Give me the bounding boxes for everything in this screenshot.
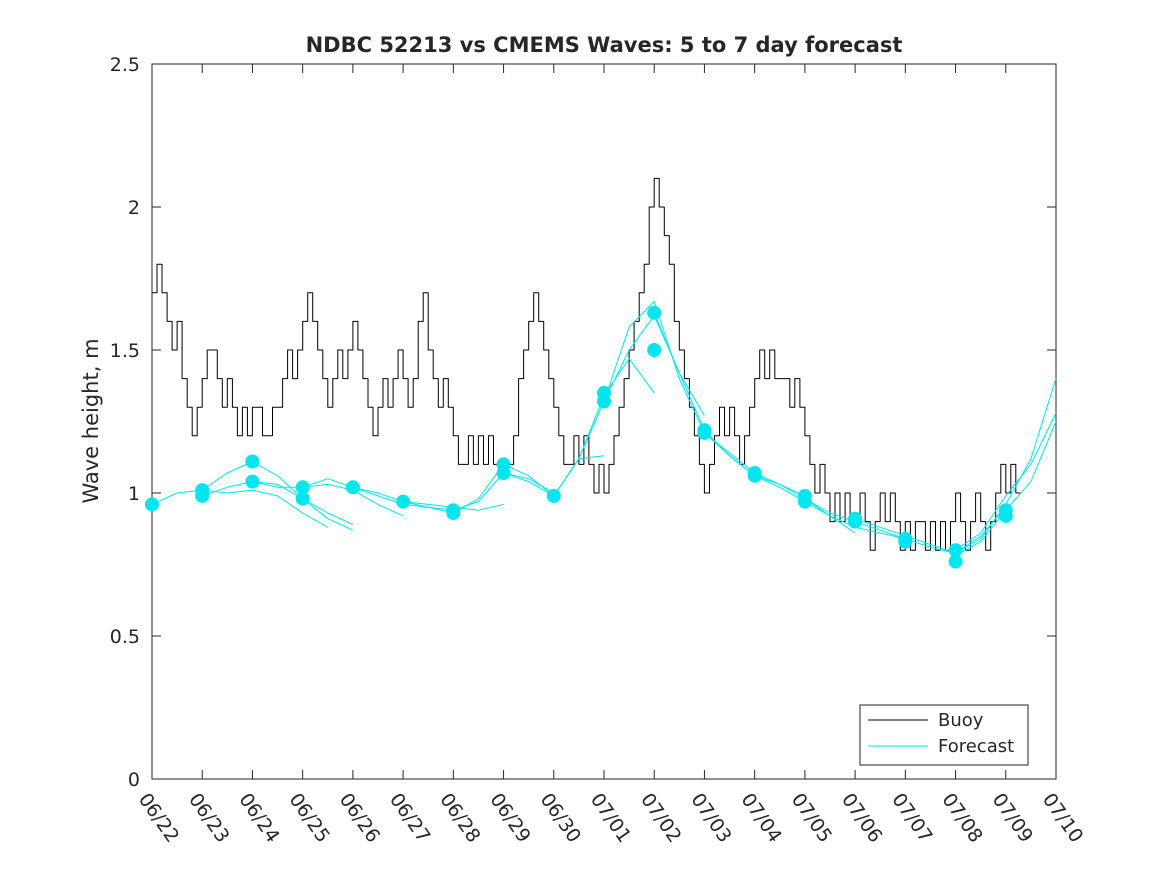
forecast-initial-point xyxy=(898,531,913,546)
forecast-series-line-1 xyxy=(151,489,329,528)
marker-layer xyxy=(145,305,1013,569)
forecast-initial-point xyxy=(647,305,662,320)
buoy-series-line xyxy=(152,177,1021,551)
forecast-series-line-16 xyxy=(854,506,1007,554)
forecast-initial-point xyxy=(998,503,1013,518)
forecast-initial-point xyxy=(496,457,511,472)
legend: Buoy Forecast xyxy=(859,704,1029,766)
forecast-series-line-19 xyxy=(955,412,1057,551)
legend-forecast-label: Forecast xyxy=(938,736,1014,757)
forecast-initial-point xyxy=(848,511,863,526)
y-tick-label: 2.5 xyxy=(110,54,140,76)
forecast-series-line-11 xyxy=(603,300,756,474)
chart-title: NDBC 52213 vs CMEMS Waves: 5 to 7 day fo… xyxy=(306,33,903,57)
forecast-series-line-6 xyxy=(352,486,504,511)
legend-box xyxy=(859,704,1029,766)
y-axis-ticks: 0 0.5 1 1.5 2 2.5 xyxy=(110,54,1056,791)
forecast-series-line-3 xyxy=(201,461,354,531)
forecast-series-line-4 xyxy=(252,481,404,517)
legend-buoy-label: Buoy xyxy=(938,710,984,731)
y-tick-label: 0 xyxy=(128,769,140,791)
y-tick-label: 1.5 xyxy=(110,340,140,362)
series-layer xyxy=(151,177,1057,557)
forecast-initial-point xyxy=(697,423,712,438)
y-tick-label: 2 xyxy=(128,197,140,219)
forecast-initial-point xyxy=(396,494,411,509)
forecast-initial-point xyxy=(245,454,260,469)
y-tick-label: 0.5 xyxy=(110,626,140,648)
forecast-initial-point xyxy=(597,385,611,400)
forecast-initial-point xyxy=(446,503,461,518)
plot-area xyxy=(151,63,1057,780)
forecast-initial-point xyxy=(345,480,360,495)
forecast-initial-point xyxy=(245,474,260,489)
forecast-initial-point xyxy=(195,483,210,498)
forecast-initial-point xyxy=(145,497,159,512)
forecast-initial-point xyxy=(546,488,561,503)
y-tick-label: 1 xyxy=(128,483,140,505)
y-axis-label: Wave height, m xyxy=(79,338,103,503)
forecast-series-line-2 xyxy=(202,481,354,525)
forecast-initial-point xyxy=(948,543,963,558)
forecast-series-line-14 xyxy=(754,472,906,540)
forecast-initial-point xyxy=(295,480,310,495)
forecast-initial-point xyxy=(647,343,662,357)
forecast-series-line-7 xyxy=(402,472,555,511)
forecast-initial-point xyxy=(747,466,762,480)
forecast-initial-point xyxy=(797,488,812,503)
forecast-series-line-17 xyxy=(905,378,1057,554)
